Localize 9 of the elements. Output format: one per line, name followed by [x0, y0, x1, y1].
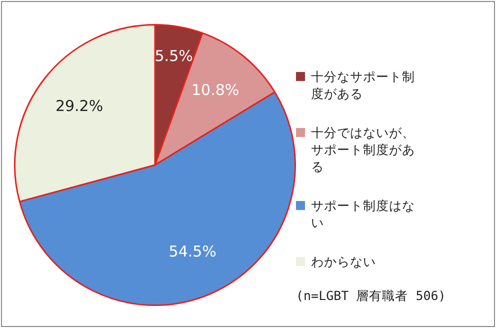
legend-label: サポート制度はない — [311, 197, 416, 231]
legend-label: 十分ではないが、サポート制度がある — [311, 124, 416, 175]
legend-label: わからない — [311, 253, 376, 270]
data-label: 5.5% — [154, 47, 193, 66]
legend-label: 十分なサポート制度がある — [311, 68, 416, 102]
data-label: 54.5% — [168, 242, 216, 261]
data-label: 10.8% — [192, 81, 240, 100]
data-label: 29.2% — [55, 96, 104, 115]
text: (n=LGBT 層有職者 506) — [296, 288, 446, 305]
